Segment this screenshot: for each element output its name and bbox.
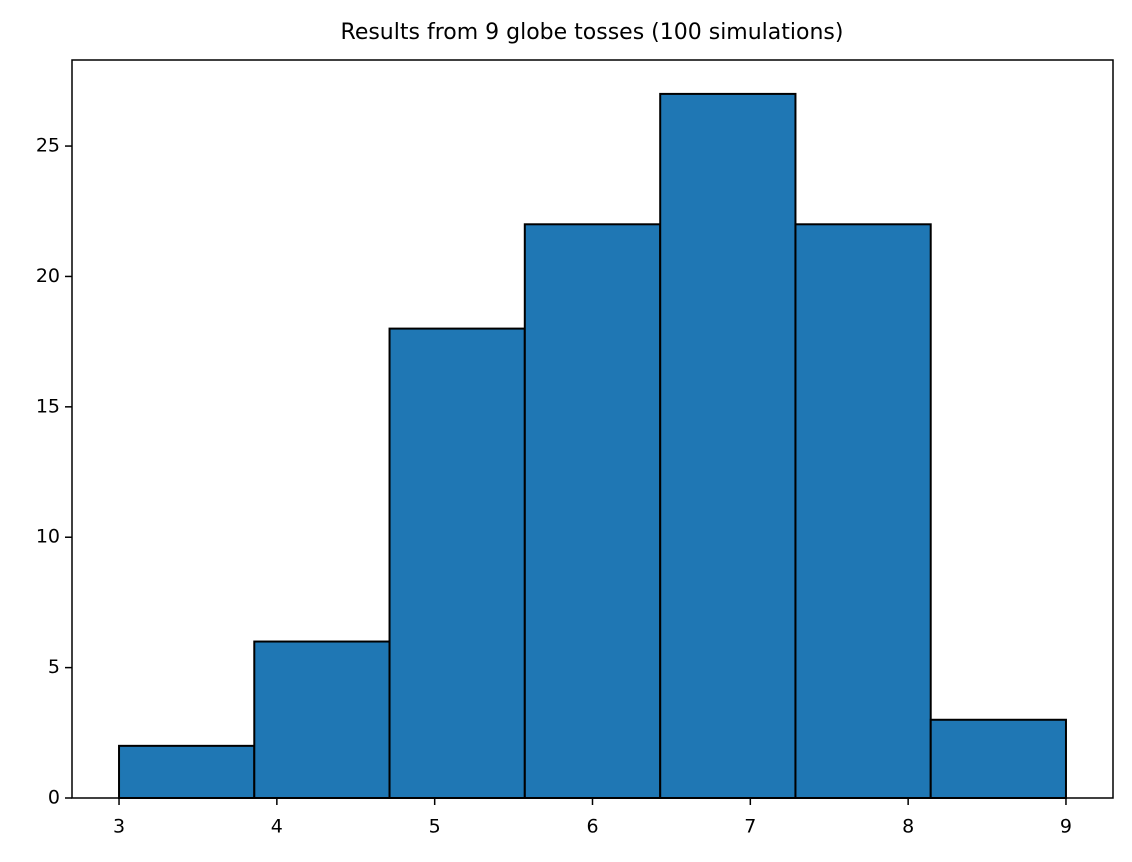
x-tick-label: 9 (1060, 816, 1072, 838)
bar (929, 718, 1067, 799)
x-tick-label: 7 (744, 816, 756, 838)
y-tick-label: 20 (36, 265, 60, 287)
x-tick-label: 5 (429, 816, 441, 838)
x-tick-label: 6 (586, 816, 598, 838)
y-tick-label: 15 (36, 395, 60, 417)
bar (794, 223, 932, 800)
chart-title: Results from 9 globe tosses (100 simulat… (341, 20, 844, 45)
x-tick-label: 3 (113, 816, 125, 838)
x-tick-label: 8 (902, 816, 914, 838)
x-tick-label: 4 (271, 816, 283, 838)
y-tick-label: 5 (48, 656, 60, 678)
y-tick-label: 25 (36, 135, 60, 157)
y-tick-label: 10 (36, 526, 60, 548)
bar (523, 223, 662, 800)
y-tick-label: 0 (48, 787, 60, 809)
bar (118, 744, 256, 800)
bar (388, 327, 526, 799)
bar (659, 92, 797, 799)
bar (253, 640, 391, 799)
